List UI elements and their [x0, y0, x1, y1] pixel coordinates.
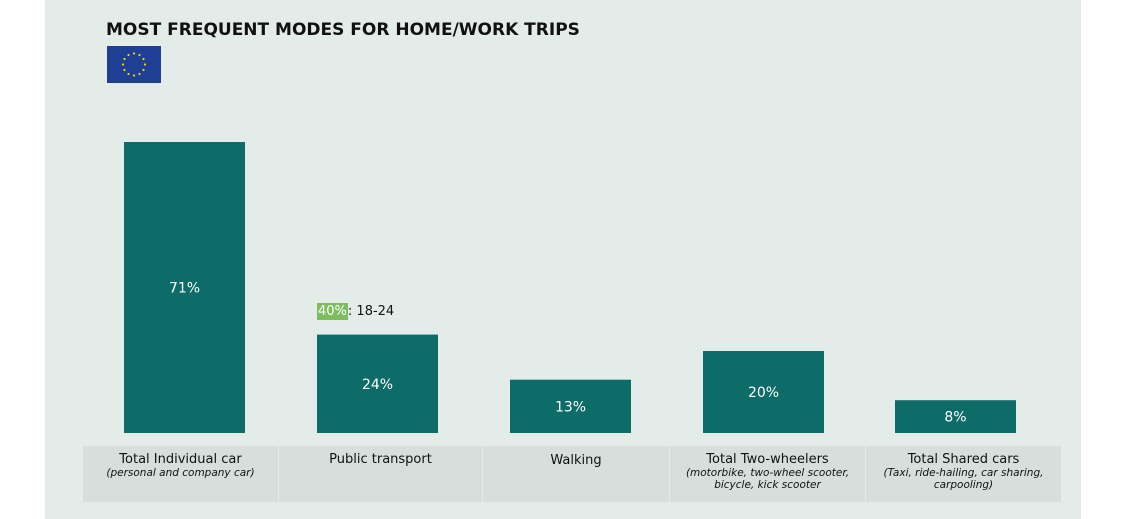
bar — [317, 334, 438, 433]
flag-star — [127, 72, 130, 76]
bar-value-label: 71% — [169, 281, 200, 297]
flag-star — [123, 57, 126, 61]
flag-star — [121, 63, 125, 66]
flag-star — [142, 68, 145, 72]
flag-star — [138, 53, 141, 57]
age-annotation: 40%: 18-24 — [317, 303, 395, 320]
bar-value-label: 24% — [362, 377, 393, 393]
annotation-highlight: 40% — [317, 303, 348, 320]
category-name: Total Individual car — [119, 452, 242, 467]
bar — [510, 379, 631, 433]
flag-star — [132, 74, 136, 77]
bar-value-label: 8% — [944, 410, 966, 426]
flag-star — [132, 52, 136, 55]
category-name: Total Two-wheelers — [706, 452, 829, 467]
category-name: Walking — [550, 453, 602, 468]
flag-star — [123, 68, 126, 72]
category-subtitle: (Taxi, ride-hailing, car sharing, carpoo… — [883, 467, 1044, 491]
bar — [124, 142, 245, 433]
flag-star — [138, 72, 141, 76]
category-subtitle: (personal and company car) — [106, 467, 255, 479]
bar — [895, 400, 1016, 433]
category-subtitle: (motorbike, two-wheel scooter, bicycle, … — [685, 467, 850, 491]
category-label: Total Individual car (personal and compa… — [83, 446, 278, 502]
category-name: Public transport — [329, 452, 432, 467]
category-label: Total Shared cars (Taxi, ride-hailing, c… — [866, 446, 1061, 502]
bar — [703, 351, 824, 433]
bar-value-label: 20% — [748, 385, 779, 401]
chart-title: MOST FREQUENT MODES FOR HOME/WORK TRIPS — [106, 20, 580, 40]
bar-value-label: 13% — [555, 399, 586, 415]
category-name: Total Shared cars — [907, 452, 1020, 467]
annotation-text: : 18-24 — [347, 304, 395, 319]
category-label: Walking — [483, 446, 669, 502]
eu-flag-icon — [107, 46, 161, 83]
flag-star — [143, 63, 147, 66]
flag-star — [127, 53, 130, 57]
category-label: Total Two-wheelers (motorbike, two-wheel… — [670, 446, 865, 502]
category-label: Public transport — [279, 446, 482, 502]
flag-star — [142, 57, 145, 61]
